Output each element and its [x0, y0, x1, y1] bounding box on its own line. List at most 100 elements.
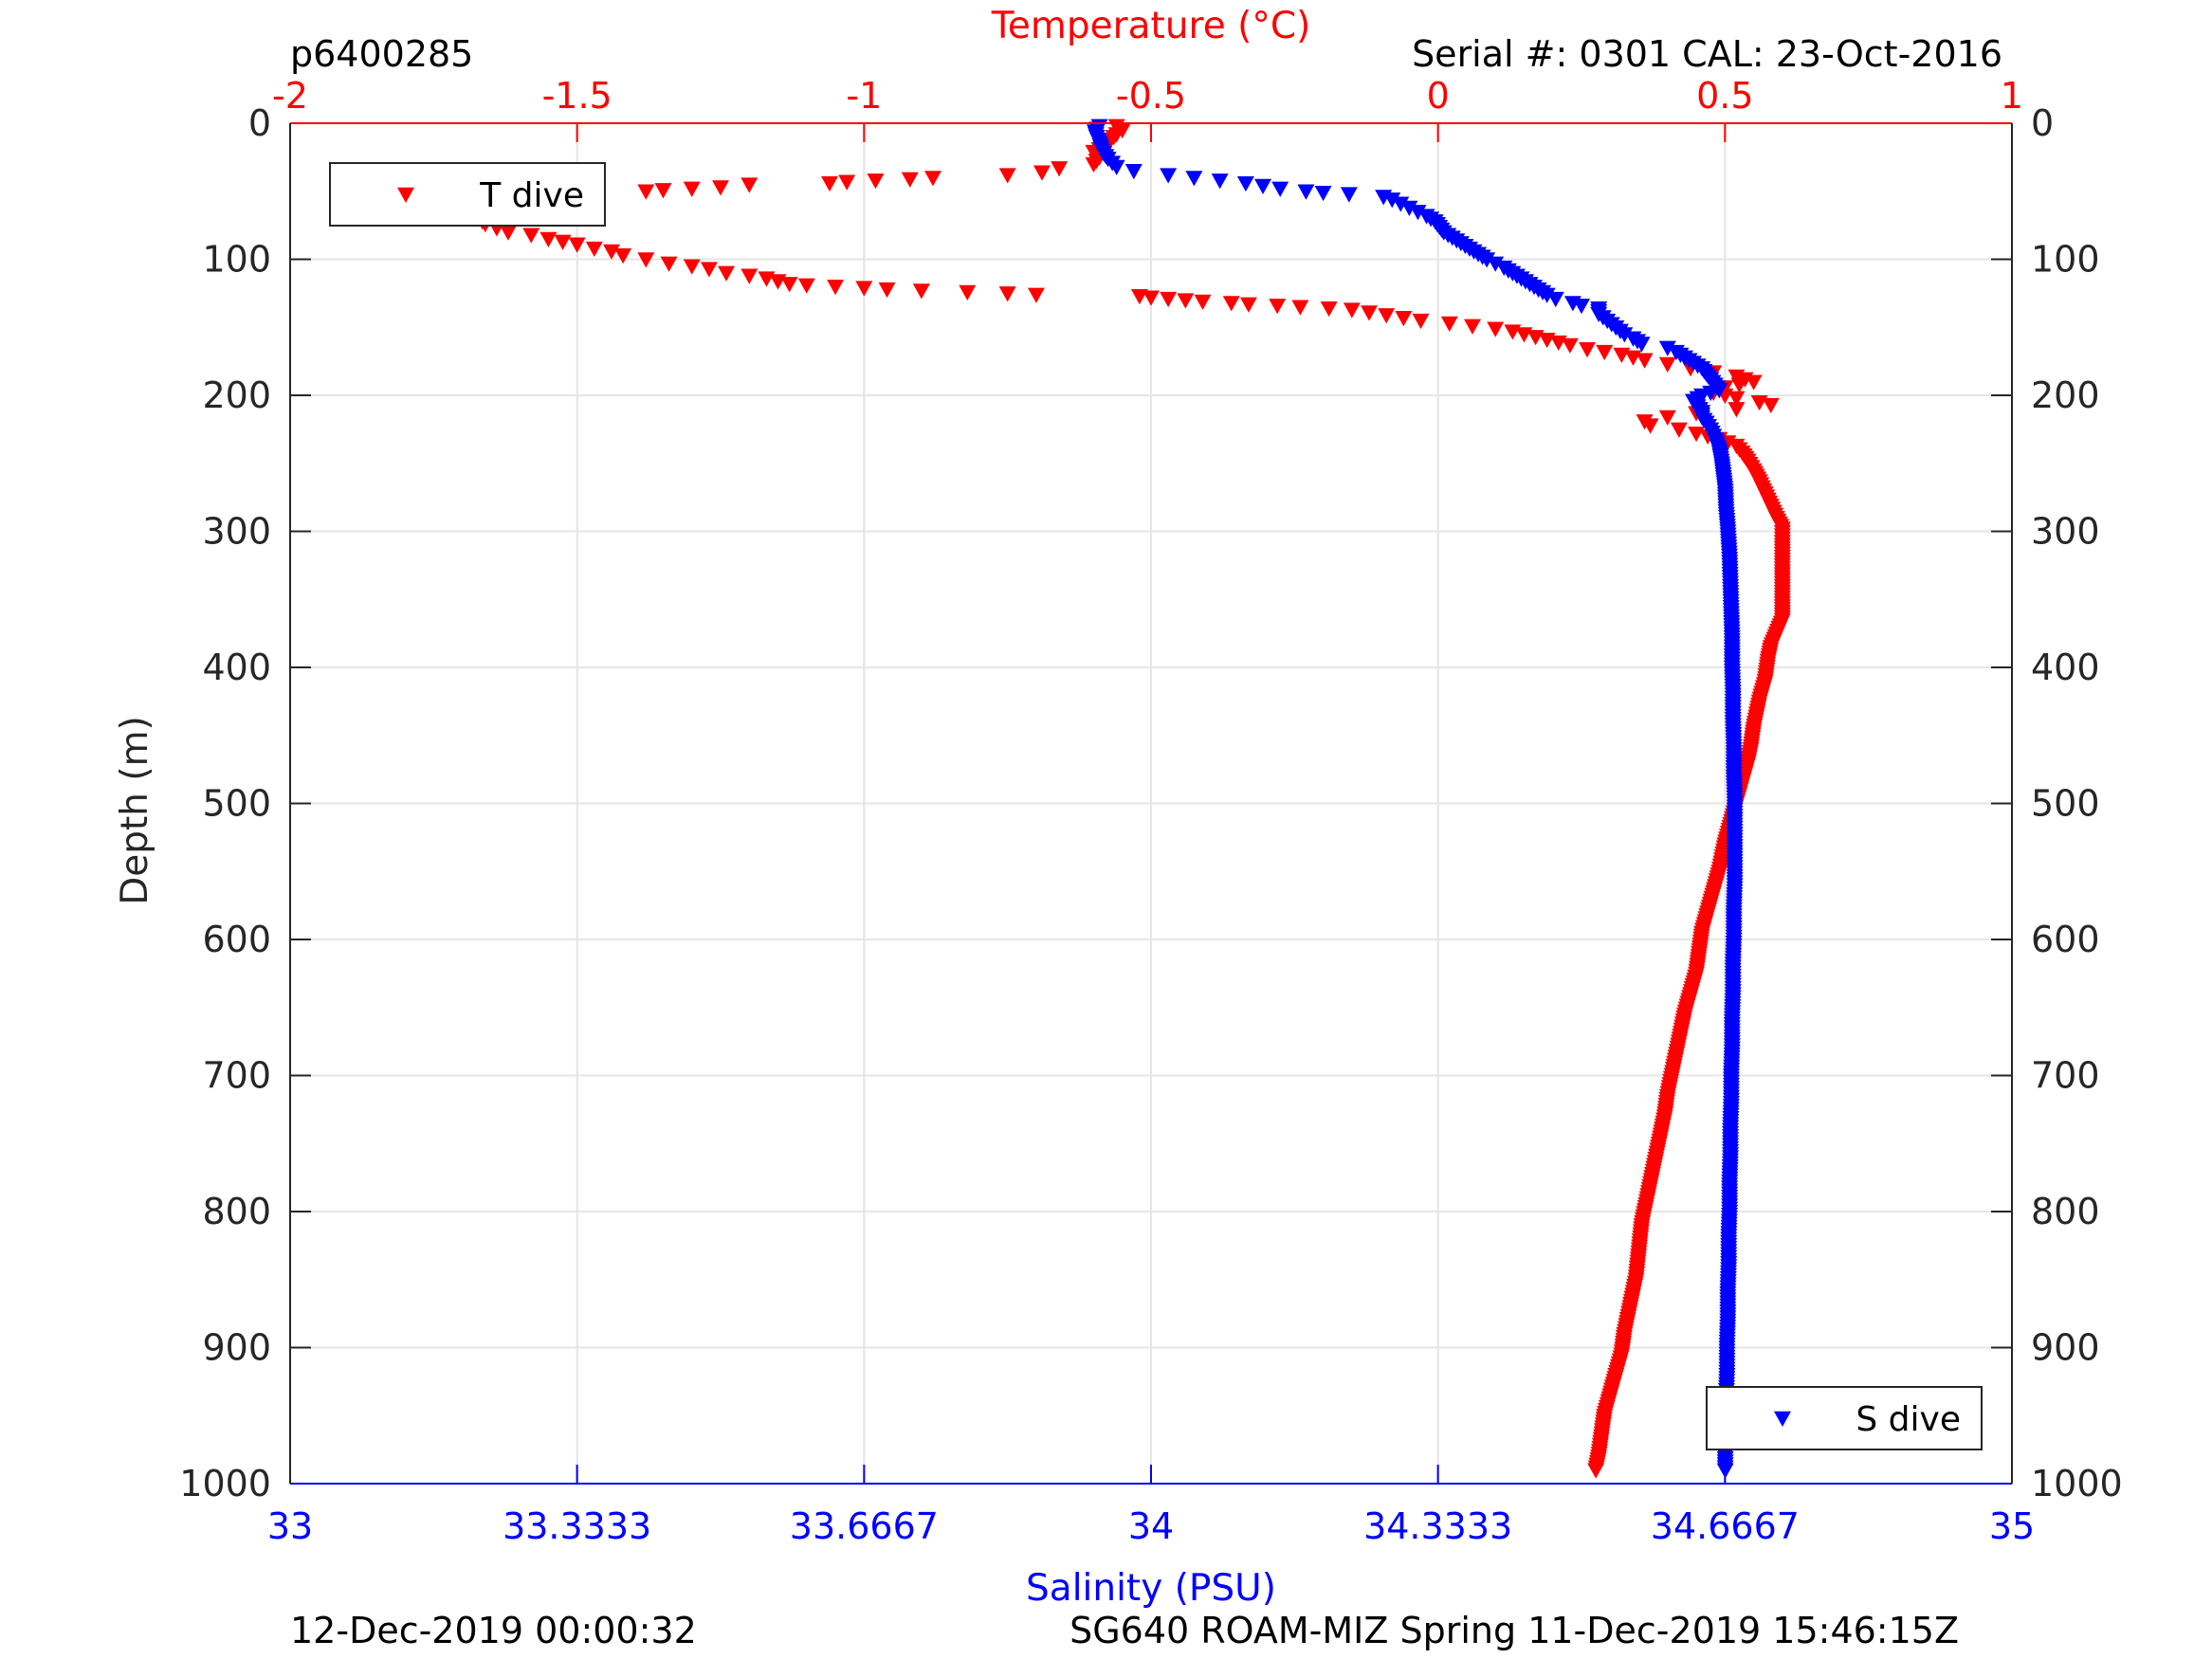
- temperature-point: [1239, 297, 1257, 313]
- temperature-point: [1728, 402, 1746, 418]
- temperature-point: [1587, 1463, 1605, 1479]
- x-top-tick-label: -2: [272, 75, 308, 117]
- temperature-point: [1440, 316, 1458, 332]
- legend-label: T dive: [479, 176, 584, 215]
- serial-cal-label: Serial #: 0301 CAL: 23-Oct-2016: [1412, 33, 2002, 75]
- salinity-point: [1236, 175, 1254, 192]
- temperature-point: [878, 282, 896, 299]
- salinity-point: [1633, 337, 1651, 353]
- temperature-point: [1641, 418, 1659, 434]
- y-tick-label-left: 200: [202, 374, 271, 416]
- legend-box: [329, 162, 606, 227]
- temperature-point: [1291, 300, 1309, 316]
- temperature-point: [912, 283, 930, 300]
- x-top-axis-title: Temperature (°C): [991, 5, 1311, 47]
- temperature-point: [1658, 410, 1676, 426]
- temperature-point: [1143, 290, 1160, 306]
- salinity-point: [1314, 185, 1332, 202]
- profile-id-label: p6400285: [290, 33, 473, 75]
- salinity-point: [1658, 340, 1676, 356]
- temperature-point: [637, 252, 655, 268]
- temperature-point: [1269, 299, 1287, 315]
- temperature-point: [1378, 308, 1396, 324]
- temperature-point: [1361, 305, 1379, 321]
- salinity-point: [1538, 287, 1556, 303]
- salinity-point: [1478, 252, 1496, 268]
- temperature-point: [740, 268, 759, 284]
- temperature-point: [1762, 397, 1780, 414]
- legend-box: [1706, 1386, 1983, 1450]
- salinity-point: [1211, 173, 1229, 190]
- temperature-point: [740, 177, 759, 193]
- temperature-point: [700, 262, 718, 278]
- x-bottom-tick-label: 33.3333: [503, 1505, 651, 1547]
- temperature-point: [1222, 296, 1240, 312]
- temperature-point: [712, 180, 729, 196]
- y-axis-title: Depth (m): [114, 716, 156, 905]
- x-bottom-tick-label: 33: [267, 1505, 313, 1547]
- salinity-point: [1392, 196, 1410, 212]
- footer-mission-label: SG640 ROAM-MIZ Spring 11-Dec-2019 15:46:…: [1069, 1610, 1959, 1651]
- temperature-point: [959, 284, 977, 301]
- y-tick-label-right: 900: [2031, 1327, 2100, 1369]
- temperature-point: [1343, 302, 1361, 319]
- y-tick-label-left: 0: [248, 102, 271, 144]
- y-tick-label-left: 400: [202, 647, 271, 688]
- temperature-point: [780, 277, 798, 293]
- x-bottom-axis-title: Salinity (PSU): [1026, 1567, 1276, 1610]
- footer-timestamp: 12-Dec-2019 00:00:32: [290, 1610, 697, 1651]
- temperature-point: [683, 181, 701, 197]
- temperature-point: [1561, 337, 1579, 354]
- y-tick-label-right: 600: [2031, 919, 2100, 960]
- temperature-point: [585, 241, 603, 258]
- temperature-point: [998, 168, 1016, 184]
- temperature-point: [568, 237, 586, 253]
- x-bottom-tick-label: 35: [1989, 1505, 2035, 1547]
- x-top-tick-label: -1.5: [542, 75, 612, 117]
- temperature-point: [1596, 344, 1614, 361]
- temperature-point: [614, 247, 632, 264]
- x-top-tick-label: 1: [2001, 75, 2023, 117]
- y-tick-label-left: 1000: [179, 1463, 271, 1504]
- salinity-point: [1160, 168, 1178, 184]
- temperature-point: [637, 184, 655, 200]
- legend-marker: [397, 187, 414, 203]
- y-tick-label-right: 0: [2031, 102, 2054, 144]
- temperature-point: [1636, 353, 1654, 369]
- temperature-point: [1412, 313, 1430, 330]
- temperature-point: [1728, 391, 1746, 407]
- legend-temperature: T dive: [329, 162, 606, 227]
- temperature-point: [1745, 374, 1763, 391]
- y-tick-label-left: 700: [202, 1055, 271, 1097]
- y-tick-label-right: 700: [2031, 1055, 2100, 1097]
- y-tick-label-right: 1000: [2031, 1463, 2123, 1504]
- x-bottom-tick-label: 34: [1128, 1505, 1174, 1547]
- temperature-point: [998, 286, 1016, 302]
- y-tick-label-right: 500: [2031, 783, 2100, 825]
- y-tick-label-right: 800: [2031, 1191, 2100, 1232]
- temperature-point: [1320, 301, 1338, 318]
- salinity-point: [1400, 200, 1418, 216]
- x-top-tick-label: 0: [1427, 75, 1450, 117]
- temperature-point: [522, 228, 540, 244]
- temperature-point: [923, 171, 941, 187]
- temperature-point: [500, 225, 518, 241]
- legend-salinity: S dive: [1706, 1386, 1983, 1450]
- temperature-point: [1033, 165, 1051, 181]
- temperature-point: [1160, 291, 1178, 308]
- salinity-point: [1124, 164, 1143, 180]
- temperature-point: [855, 281, 873, 297]
- legend-layer: T dive S dive: [329, 162, 1983, 1450]
- x-bottom-tick-label: 34.3333: [1363, 1505, 1512, 1547]
- x-top-tick-label: -1: [846, 75, 882, 117]
- salinity-point: [1383, 192, 1401, 209]
- temperature-point: [1670, 422, 1688, 438]
- temperature-point: [901, 172, 919, 188]
- temperature-point: [827, 280, 845, 296]
- temperature-point: [660, 256, 678, 272]
- x-top-tick-label: -0.5: [1116, 75, 1186, 117]
- temperature-point: [1027, 287, 1045, 303]
